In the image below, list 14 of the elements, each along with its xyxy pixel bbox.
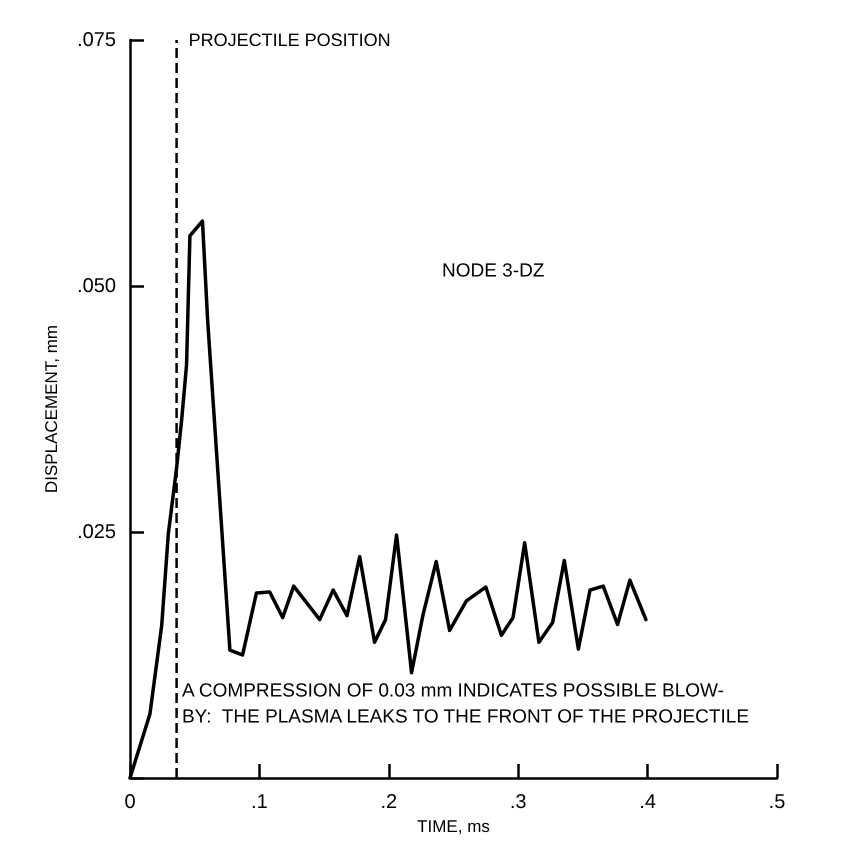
annotation: NODE 3-DZ <box>442 260 545 282</box>
x-tick-label: .3 <box>510 791 527 813</box>
x-axis-title: TIME, ms <box>417 817 490 836</box>
x-tick-label: .2 <box>380 791 398 813</box>
x-tick-label: .5 <box>768 791 786 813</box>
y-tick-label: .075 <box>77 29 116 51</box>
y-tick-label: .050 <box>77 275 116 297</box>
x-tick-label: .1 <box>251 791 268 813</box>
y-axis-title: DISPLACEMENT, mm <box>42 324 61 494</box>
y-tick-label: .025 <box>77 521 116 543</box>
x-tick-label: 0 <box>124 791 136 813</box>
ref-line-label: PROJECTILE POSITION <box>188 30 391 50</box>
x-tick-label: .4 <box>639 791 656 813</box>
annotation: A COMPRESSION OF 0.03 mm INDICATES POSSIBLE BLOW- BY: THE PLASMA LEAKS TO THE FRONT OF THE PROJECTILE <box>182 680 749 728</box>
